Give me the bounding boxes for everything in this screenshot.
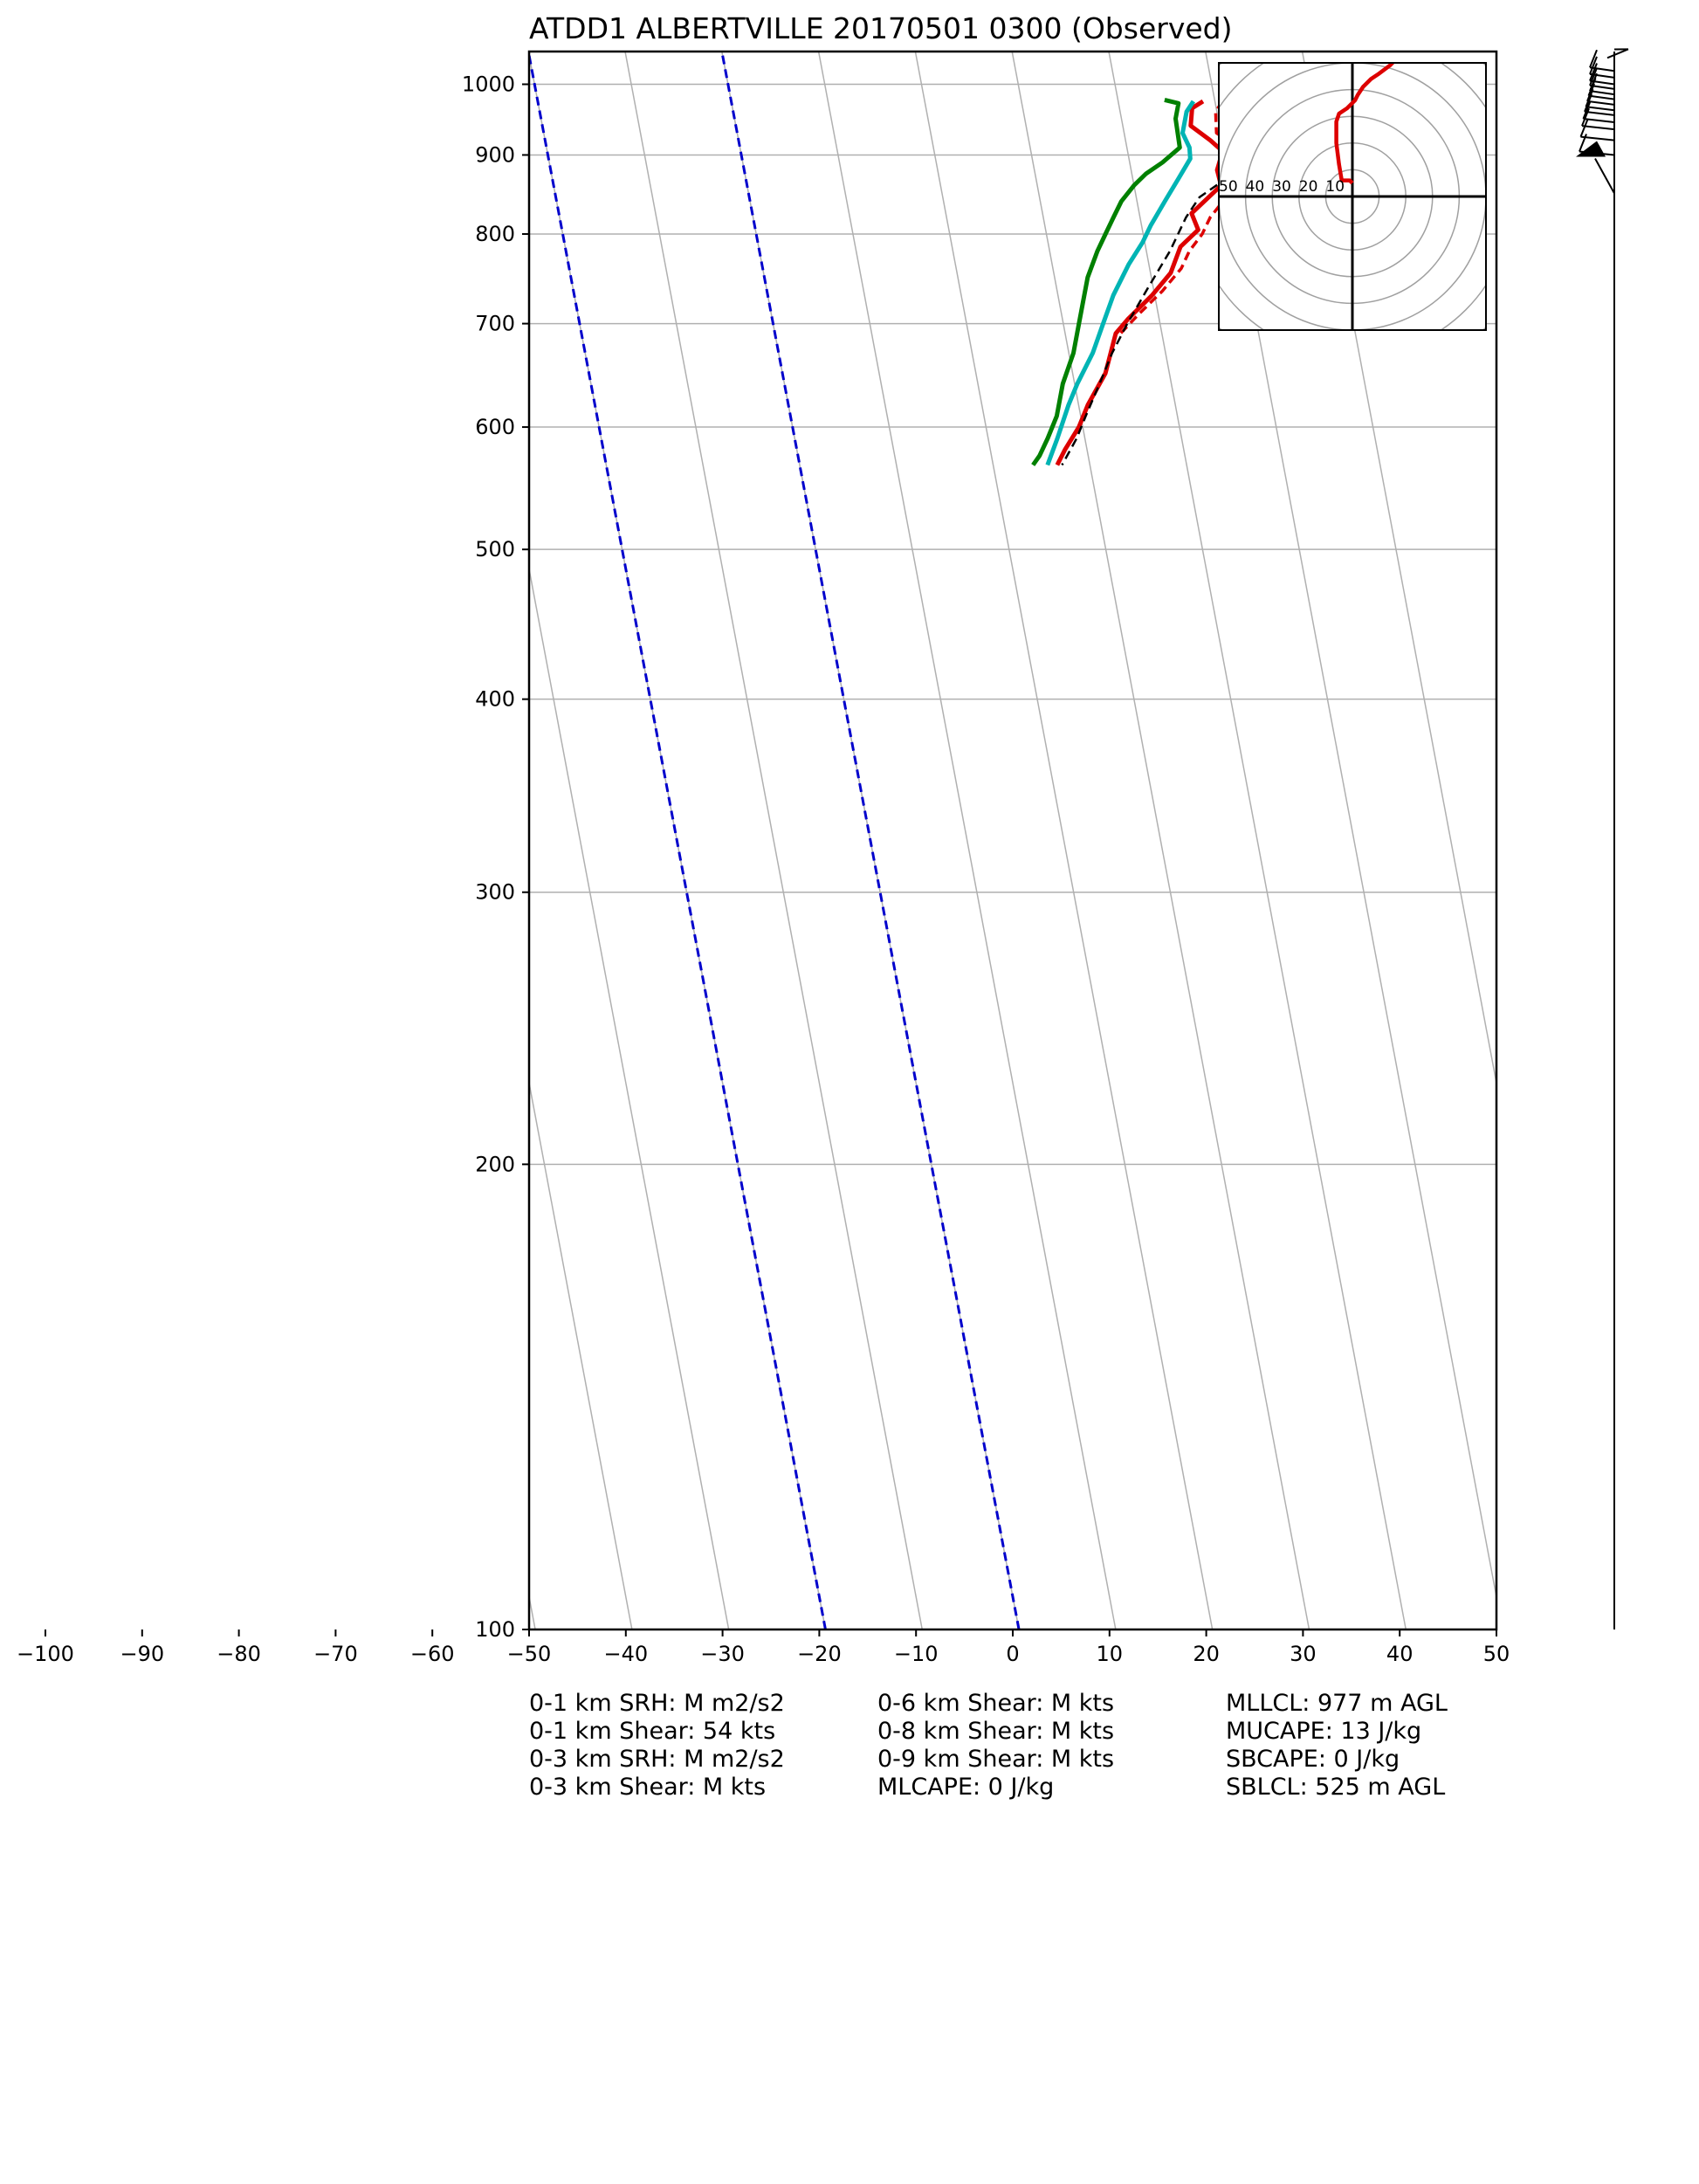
isotherm-grid-line xyxy=(0,52,52,1629)
wind-barb-feather xyxy=(1579,119,1589,137)
stat-shear-0-8: 0-8 km Shear: M kts xyxy=(877,1718,1114,1745)
wind-barb-feather xyxy=(1589,56,1598,75)
stat-shear-0-6: 0-6 km Shear: M kts xyxy=(877,1690,1114,1717)
wind-barb xyxy=(1589,72,1615,79)
hodograph-inset: 50 40 30 20 10 xyxy=(1218,62,1487,331)
isotherm-grid-line xyxy=(529,1593,536,1629)
x-tick-label: −70 xyxy=(313,1642,358,1666)
sounding-series-2 xyxy=(1061,154,1248,466)
isotherm-grid-line xyxy=(0,52,245,1629)
wind-barb xyxy=(1588,94,1615,100)
wind-barb xyxy=(1586,106,1615,112)
wind-barb-feather xyxy=(1582,100,1592,120)
x-tick-label: 10 xyxy=(1097,1642,1124,1666)
y-tick-label: 1000 xyxy=(462,72,515,96)
wind-barb xyxy=(1581,125,1615,131)
wind-barb xyxy=(1586,100,1615,106)
x-tick-label: −30 xyxy=(700,1642,745,1666)
isotherm-lines xyxy=(529,52,1021,1629)
hodograph-ring-label: 10 xyxy=(1325,178,1345,196)
wind-barb xyxy=(1589,66,1615,72)
y-tick-label: 900 xyxy=(475,142,515,167)
stat-sbcape: SBCAPE: 0 J/kg xyxy=(1226,1746,1400,1773)
wind-barbs xyxy=(1576,48,1629,194)
wind-barb-feather xyxy=(1589,63,1598,81)
stat-shear-0-1: 0-1 km Shear: 54 kts xyxy=(529,1718,775,1745)
isotherm-grid-line xyxy=(1011,52,1310,1629)
stat-mlcape: MLCAPE: 0 J/kg xyxy=(877,1774,1054,1801)
stat-shear-0-9: 0-9 km Shear: M kts xyxy=(877,1746,1114,1773)
hodograph-trace xyxy=(1334,63,1396,185)
wind-barb xyxy=(1584,110,1615,116)
series-lines xyxy=(1031,97,1248,466)
hodograph-frame xyxy=(1218,62,1487,331)
stat-srh-0-3: 0-3 km SRH: M m2/s2 xyxy=(529,1746,785,1773)
freezing-isotherm-line xyxy=(529,52,827,1629)
stats-column-3: MLLCL: 977 m AGL MUCAPE: 13 J/kg SBCAPE:… xyxy=(1226,1690,1448,1801)
x-tick-label: −10 xyxy=(894,1642,939,1666)
isotherm-grid-line xyxy=(529,1079,633,1629)
x-tick-label: 30 xyxy=(1290,1642,1317,1666)
y-tick-label: 400 xyxy=(475,687,515,712)
stat-srh-0-1: 0-1 km SRH: M m2/s2 xyxy=(529,1690,785,1717)
stat-sblcl: SBLCL: 525 m AGL xyxy=(1226,1774,1445,1801)
y-tick-label: 100 xyxy=(475,1617,515,1642)
wind-barb xyxy=(1589,79,1615,86)
wind-barb xyxy=(1594,157,1615,194)
isotherm-grid-line xyxy=(914,52,1214,1629)
wind-barb-feather xyxy=(1589,72,1598,92)
stats-column-2: 0-6 km Shear: M kts 0-8 km Shear: M kts … xyxy=(877,1690,1114,1801)
sounding-series-0 xyxy=(1055,99,1225,466)
x-axis-ticks: −100 −90 −80 −70 −60 −50 −40 −30 −20 −10 0 10 20 30 40… xyxy=(17,1629,1510,1666)
x-tick-label: −100 xyxy=(17,1642,74,1666)
isotherm-grid-line xyxy=(141,52,438,1629)
wind-barb-feather xyxy=(1589,67,1598,86)
sounding-series-3 xyxy=(1045,100,1195,466)
wind-barb xyxy=(1580,135,1615,141)
isotherm-grid-line xyxy=(624,52,923,1629)
hodograph-ring-label: 20 xyxy=(1299,178,1318,196)
x-tick-label: 0 xyxy=(1006,1642,1019,1666)
hodograph-ring-label: 50 xyxy=(1219,178,1238,196)
stat-mucape: MUCAPE: 13 J/kg xyxy=(1226,1718,1421,1745)
wind-barb xyxy=(1589,84,1615,90)
x-tick-label: −90 xyxy=(120,1642,164,1666)
isotherm-grid-line xyxy=(0,52,148,1629)
y-axis-ticks: 100 200 300 400 500 600 700 800 900 1000 xyxy=(462,72,529,1642)
x-tick-label: 20 xyxy=(1193,1642,1220,1666)
x-tick-label: 40 xyxy=(1386,1642,1414,1666)
y-tick-label: 300 xyxy=(475,880,515,905)
wind-barb xyxy=(1606,48,1629,59)
wind-barb-feather xyxy=(1589,49,1598,68)
isotherm-grid-line xyxy=(817,52,1117,1629)
hodograph-ring-label: 30 xyxy=(1272,178,1291,196)
x-tick-label: −80 xyxy=(217,1642,261,1666)
x-tick-label: −20 xyxy=(797,1642,842,1666)
wind-barb xyxy=(1589,90,1615,96)
y-tick-label: 800 xyxy=(475,222,515,246)
wind-barb xyxy=(1583,117,1615,123)
y-tick-label: 200 xyxy=(475,1152,515,1176)
stats-column-1: 0-1 km SRH: M m2/s2 0-1 km Shear: 54 kts… xyxy=(529,1690,785,1801)
sounding-series-4 xyxy=(1031,97,1182,466)
freezing-isotherm-line xyxy=(720,52,1021,1629)
y-tick-label: 600 xyxy=(475,415,515,439)
hodograph-ring-label: 40 xyxy=(1246,178,1265,196)
isotherm-grid-line xyxy=(1108,52,1407,1629)
stat-mllcl: MLLCL: 977 m AGL xyxy=(1226,1690,1448,1717)
sounding-series-1 xyxy=(1119,100,1244,334)
x-tick-label: −50 xyxy=(507,1642,552,1666)
x-tick-label: −60 xyxy=(410,1642,455,1666)
x-tick-label: −40 xyxy=(603,1642,648,1666)
y-tick-label: 700 xyxy=(475,312,515,336)
isotherm-grid-line xyxy=(45,52,341,1629)
stat-shear-0-3: 0-3 km Shear: M kts xyxy=(529,1774,766,1801)
isotherm-grid-line xyxy=(529,565,730,1629)
chart-title: ATDD1 ALBERTVILLE 20170501 0300 (Observe… xyxy=(529,11,1232,45)
y-tick-label: 500 xyxy=(475,537,515,562)
wind-barb-pennant xyxy=(1576,141,1606,157)
x-tick-label: 50 xyxy=(1483,1642,1510,1666)
